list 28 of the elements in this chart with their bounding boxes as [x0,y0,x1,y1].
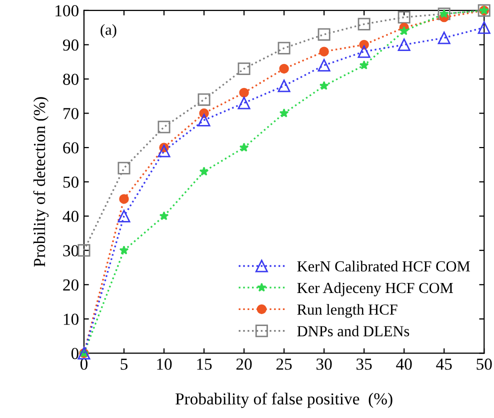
x-tick-label: 20 [236,358,252,370]
y-axis-title: Probility of detection (%) [33,97,49,267]
y-tick-label: 20 [63,279,78,291]
y-tick-label: 40 [62,210,78,222]
x-tick-label: 35 [356,358,372,370]
x-tick-label: 45 [436,358,452,370]
legend-label: Ker Adjeceny HCF COM [297,282,453,296]
y-tick-label: 60 [63,142,78,154]
y-tick-label: 10 [64,314,78,325]
legend-label: Run length HCF [297,304,398,318]
x-tick-label: 30 [316,358,332,370]
x-tick-label: 50 [476,358,492,370]
y-tick-label: 100 [56,5,78,16]
x-tick-label: 10 [157,358,172,370]
y-tick-label: 80 [63,74,78,85]
x-tick-label: 25 [276,358,292,370]
y-tick-label: 70 [64,108,78,120]
annotation: (a) [100,24,116,38]
legend-label: DNPs and DLENs [297,326,410,336]
x-axis-title: Probability of false positive (%) [176,392,392,408]
x-tick-label: 5 [120,358,128,370]
legend-label: KerN Calibrated HCF COM [297,260,470,272]
y-tick-label: 0 [71,348,78,360]
x-tick-label: 40 [396,358,412,370]
y-tick-label: 90 [62,39,78,51]
y-tick-label: 30 [63,245,78,256]
y-tick-label: 50 [63,176,78,188]
x-tick-label: 15 [197,358,212,370]
